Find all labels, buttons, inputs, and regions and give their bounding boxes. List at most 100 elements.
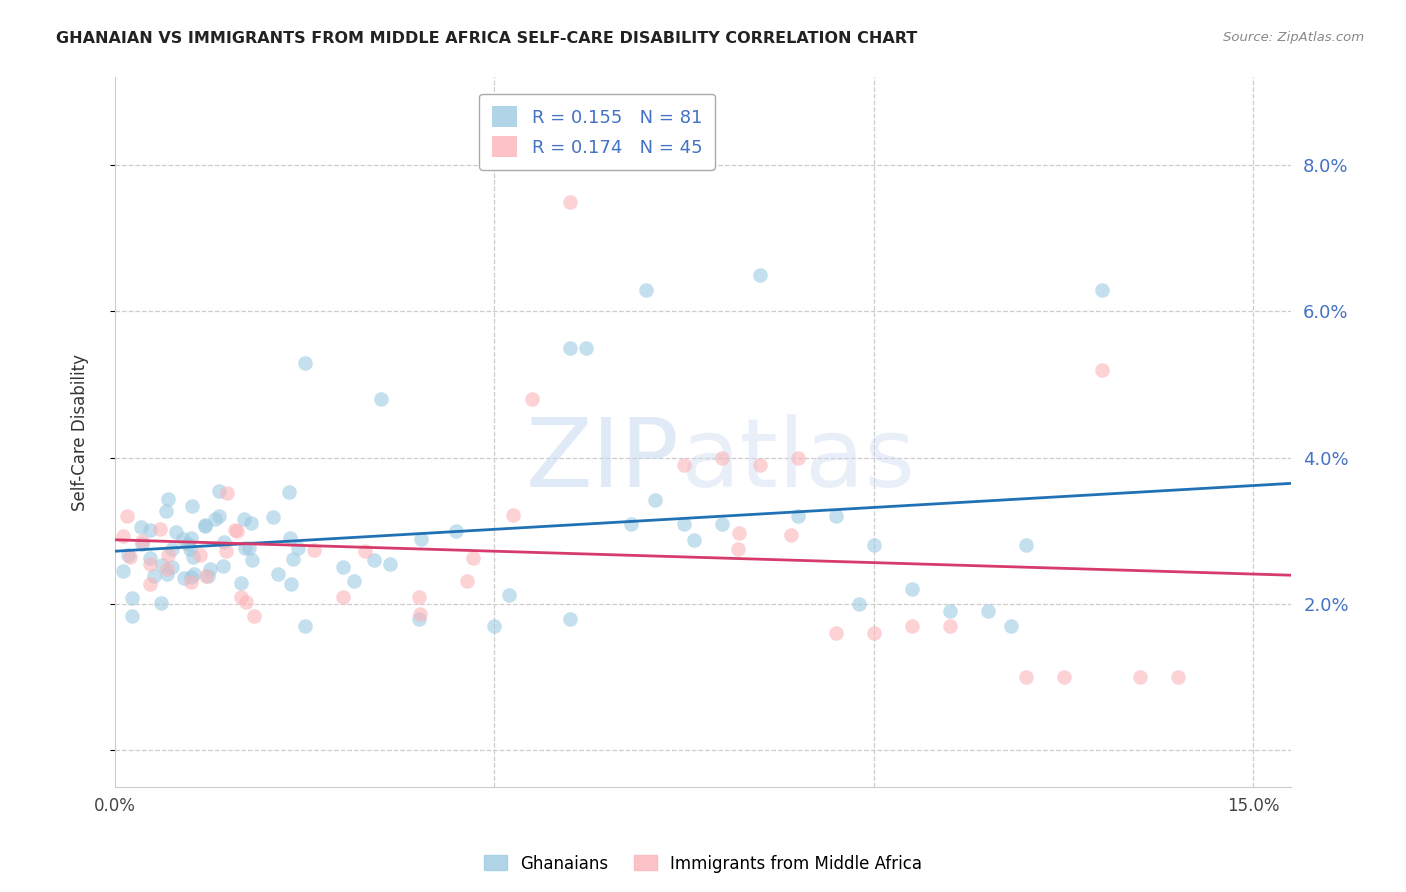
Point xyxy=(165,525,187,540)
Point xyxy=(111,529,134,543)
Point xyxy=(825,509,848,524)
Point xyxy=(267,566,290,581)
Point xyxy=(409,607,432,621)
Point xyxy=(226,524,249,538)
Text: Source: ZipAtlas.com: Source: ZipAtlas.com xyxy=(1223,31,1364,45)
Point xyxy=(848,597,870,611)
Point xyxy=(183,567,205,582)
Point xyxy=(560,612,582,626)
Point xyxy=(1091,283,1114,297)
Point xyxy=(139,524,162,538)
Point xyxy=(332,560,354,574)
Point xyxy=(121,608,143,623)
Point xyxy=(1091,363,1114,377)
Point xyxy=(901,582,924,597)
Point xyxy=(683,533,706,547)
Point xyxy=(408,612,430,626)
Point xyxy=(229,590,252,604)
Point xyxy=(1167,670,1189,684)
Point xyxy=(779,528,801,542)
Point xyxy=(149,522,172,536)
Point xyxy=(197,569,219,583)
Point xyxy=(235,594,257,608)
Point xyxy=(277,485,299,500)
Point xyxy=(1015,670,1038,684)
Point xyxy=(522,392,544,407)
Text: ZIP: ZIP xyxy=(526,414,679,507)
Point xyxy=(304,543,326,558)
Point xyxy=(711,450,734,465)
Point xyxy=(156,562,179,576)
Point xyxy=(157,491,180,506)
Point xyxy=(179,542,201,557)
Point xyxy=(901,619,924,633)
Point xyxy=(456,574,478,588)
Point xyxy=(181,500,204,514)
Point xyxy=(711,516,734,531)
Point xyxy=(644,493,666,508)
Point xyxy=(162,542,184,557)
Point xyxy=(749,458,772,472)
Point xyxy=(198,562,221,576)
Point xyxy=(172,532,194,546)
Point xyxy=(408,590,430,604)
Point xyxy=(280,577,302,591)
Point xyxy=(502,508,524,522)
Point xyxy=(378,557,401,571)
Point xyxy=(1015,539,1038,553)
Point xyxy=(939,604,962,618)
Point xyxy=(233,541,256,555)
Point xyxy=(498,588,520,602)
Point xyxy=(825,626,848,640)
Point xyxy=(787,509,810,524)
Point xyxy=(1053,670,1076,684)
Point xyxy=(129,520,152,534)
Point xyxy=(283,551,305,566)
Point xyxy=(117,548,139,562)
Text: atlas: atlas xyxy=(679,414,915,507)
Point xyxy=(193,519,215,533)
Point xyxy=(1000,619,1022,633)
Point xyxy=(177,537,200,551)
Point xyxy=(262,509,284,524)
Point xyxy=(1129,670,1152,684)
Point xyxy=(560,341,582,355)
Point xyxy=(409,533,432,547)
Point xyxy=(131,537,153,551)
Point xyxy=(620,516,643,531)
Point xyxy=(139,557,162,571)
Point xyxy=(242,552,264,566)
Point xyxy=(294,619,316,633)
Point xyxy=(173,571,195,585)
Point xyxy=(231,576,253,591)
Point xyxy=(278,531,301,545)
Point xyxy=(215,544,238,558)
Point xyxy=(673,458,696,472)
Point xyxy=(156,567,179,582)
Point xyxy=(152,558,174,573)
Point xyxy=(461,551,484,566)
Point xyxy=(155,503,177,517)
Text: GHANAIAN VS IMMIGRANTS FROM MIDDLE AFRICA SELF-CARE DISABILITY CORRELATION CHART: GHANAIAN VS IMMIGRANTS FROM MIDDLE AFRIC… xyxy=(56,31,918,46)
Point xyxy=(287,541,309,556)
Point xyxy=(939,619,962,633)
Point xyxy=(728,525,751,540)
Point xyxy=(143,569,166,583)
Point xyxy=(194,569,217,583)
Y-axis label: Self-Care Disability: Self-Care Disability xyxy=(72,353,89,510)
Point xyxy=(180,575,202,590)
Point xyxy=(484,619,506,633)
Point xyxy=(673,516,696,531)
Point xyxy=(157,549,180,563)
Legend: Ghanaians, Immigrants from Middle Africa: Ghanaians, Immigrants from Middle Africa xyxy=(477,848,929,880)
Point xyxy=(204,512,226,526)
Point xyxy=(180,531,202,545)
Point xyxy=(188,549,211,563)
Point xyxy=(211,559,233,574)
Point xyxy=(636,283,658,297)
Point xyxy=(215,486,238,500)
Point xyxy=(224,523,246,537)
Point xyxy=(294,356,316,370)
Point xyxy=(446,524,468,538)
Point xyxy=(162,560,184,574)
